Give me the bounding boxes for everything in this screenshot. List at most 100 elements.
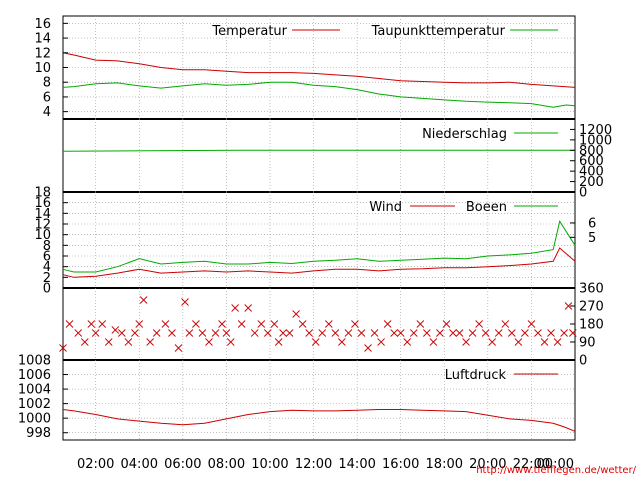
wind-direction-point (569, 329, 577, 337)
x-tick-label: 02:00 (77, 457, 114, 472)
wind-direction-point (263, 329, 272, 337)
right-tick-label: 6 (588, 216, 596, 231)
wind-direction-point (442, 320, 451, 328)
y-tick-label: 0 (579, 354, 587, 369)
wind-direction-point (218, 320, 226, 328)
wind-direction-point (131, 329, 139, 337)
wind-direction-point (449, 329, 457, 337)
wind-direction-point (292, 310, 300, 318)
wind-direction-point (364, 344, 372, 352)
wind-direction-point (74, 329, 83, 337)
wind-direction-point (65, 320, 74, 328)
wind-direction-point (244, 304, 253, 312)
y-tick-label: 18 (34, 186, 51, 201)
panel-frames (62, 15, 576, 441)
y-tick-label: 1002 (18, 397, 51, 412)
wind-direction-point (501, 320, 510, 328)
x-tick-label: 12:00 (295, 457, 332, 472)
x-tick-label: 00:00 (537, 457, 574, 472)
wind-direction-point (59, 344, 67, 352)
wind-direction-point (257, 320, 266, 328)
wind-direction-point (185, 329, 194, 337)
series-line-temperatur (62, 52, 576, 88)
wind-direction-point (192, 320, 200, 328)
legend-label: Luftdruck (445, 368, 507, 383)
x-tick-label: 06:00 (164, 457, 201, 472)
wind-direction-point (98, 320, 107, 328)
wind-direction-point (507, 329, 516, 337)
wind-direction-point (455, 329, 464, 337)
wind-direction-point (279, 329, 287, 337)
wind-direction-point (270, 320, 279, 328)
y-tick-label: 2 (43, 271, 51, 286)
right-tick-label: 5 (588, 231, 596, 246)
data-series (59, 52, 577, 432)
wind-direction-point (181, 298, 189, 306)
legends: Temperatur Taupunkttemperatur Niederschlag… (211, 24, 558, 383)
y-tick-label: 180 (579, 318, 604, 333)
y-tick-label: 800 (579, 144, 604, 159)
wind-direction-point (481, 329, 490, 337)
y-tick-label: 4 (43, 260, 51, 275)
y-tick-label: 200 (579, 175, 604, 190)
wind-direction-point (311, 338, 320, 346)
wind-direction-point (527, 320, 536, 328)
legend-label: Temperatur (211, 24, 287, 39)
wind-direction-point (514, 338, 523, 346)
axis-ticks: 02:00 04:00 06:00 08:00 10:00 12:00 14:00 16:00… (18, 17, 612, 472)
wind-direction-point (135, 320, 144, 328)
wind-direction-point (564, 302, 573, 310)
wind-direction-point (91, 329, 100, 337)
wind-direction-point (305, 329, 314, 337)
y-tick-label: 270 (579, 300, 604, 315)
y-tick-label: 16 (34, 17, 51, 32)
wind-direction-point (80, 338, 89, 346)
wind-direction-point (222, 329, 231, 337)
wind-direction-point (87, 320, 96, 328)
wind-direction-point (357, 329, 366, 337)
wind-direction-point (338, 338, 346, 346)
wind-direction-point (462, 338, 470, 346)
wind-direction-point (377, 338, 385, 346)
x-tick-label: 16:00 (382, 457, 419, 472)
legend-label: Boeen (466, 200, 507, 215)
wind-direction-point (468, 329, 477, 337)
y-tick-label: 12 (34, 46, 51, 61)
wind-direction-point (118, 329, 126, 337)
wind-direction-point (198, 329, 207, 337)
wind-direction-point (331, 329, 340, 337)
y-tick-label: 1006 (18, 368, 51, 383)
outer-frame (62, 15, 576, 441)
y-tick-label: 8 (43, 76, 51, 91)
wind-direction-point (429, 338, 438, 346)
y-tick-label: 12 (34, 218, 51, 233)
y-tick-label: 6 (43, 250, 51, 265)
x-tick-label: 08:00 (208, 457, 245, 472)
source-url: http://www.tiefflegen.de/wetter/ (476, 465, 636, 476)
y-tick-label: 1008 (18, 354, 51, 369)
wind-direction-point (547, 329, 555, 337)
legend-label: Taupunkttemperatur (371, 24, 506, 39)
wind-direction-point (521, 329, 529, 337)
wind-direction-point (274, 338, 283, 346)
y-tick-label: 1000 (18, 412, 51, 427)
wind-direction-point (139, 296, 148, 304)
x-tick-label: 18:00 (426, 457, 463, 472)
wind-direction-point (403, 338, 412, 346)
y-tick-label: 10 (34, 228, 51, 243)
wind-direction-point (161, 320, 170, 328)
wind-direction-point (475, 320, 483, 328)
legend-label: Wind (369, 200, 402, 215)
y-tick-label: 0 (43, 282, 51, 297)
wind-direction-point (553, 338, 562, 346)
wind-direction-point (318, 329, 327, 337)
wind-direction-point (285, 329, 294, 337)
wind-direction-point (237, 320, 246, 328)
y-tick-label: 0 (579, 186, 587, 201)
y-tick-label: 14 (34, 32, 51, 47)
y-tick-label: 16 (34, 196, 51, 211)
y-tick-label: 10 (34, 61, 51, 76)
wind-direction-point (540, 338, 549, 346)
x-tick-label: 04:00 (121, 457, 158, 472)
